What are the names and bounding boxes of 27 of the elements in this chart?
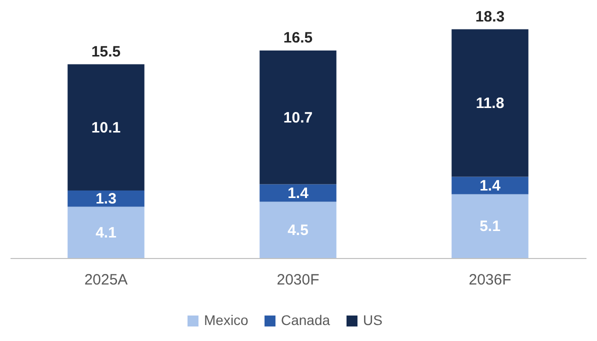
data-label: 4.5 — [288, 222, 308, 239]
bar — [452, 194, 528, 258]
data-label: 11.8 — [476, 95, 504, 112]
bar — [260, 184, 336, 202]
legend-label: Canada — [281, 312, 330, 328]
bar — [452, 176, 528, 194]
bar — [452, 29, 528, 177]
total-label: 16.5 — [283, 30, 313, 46]
data-label: 1.3 — [96, 190, 116, 208]
bar — [260, 50, 336, 184]
legend-label: US — [363, 312, 382, 328]
data-label: 10.1 — [91, 119, 121, 136]
total-label: 18.3 — [475, 8, 505, 26]
legend-label: Mexico — [204, 312, 249, 328]
x-tick-label: 2036F — [468, 272, 512, 288]
x-tick-label: 2030F — [276, 272, 320, 288]
data-label: 1.4 — [288, 185, 310, 202]
data-label: 5.1 — [480, 218, 500, 236]
total-label: 15.5 — [91, 43, 121, 60]
x-tick-label: 2025A — [84, 272, 128, 288]
bar — [68, 64, 144, 190]
bar — [260, 202, 336, 258]
bar — [68, 206, 144, 258]
data-label: 10.7 — [283, 109, 313, 126]
bar — [68, 190, 144, 207]
data-label: 4.1 — [96, 224, 116, 242]
data-label: 1.4 — [480, 178, 502, 194]
